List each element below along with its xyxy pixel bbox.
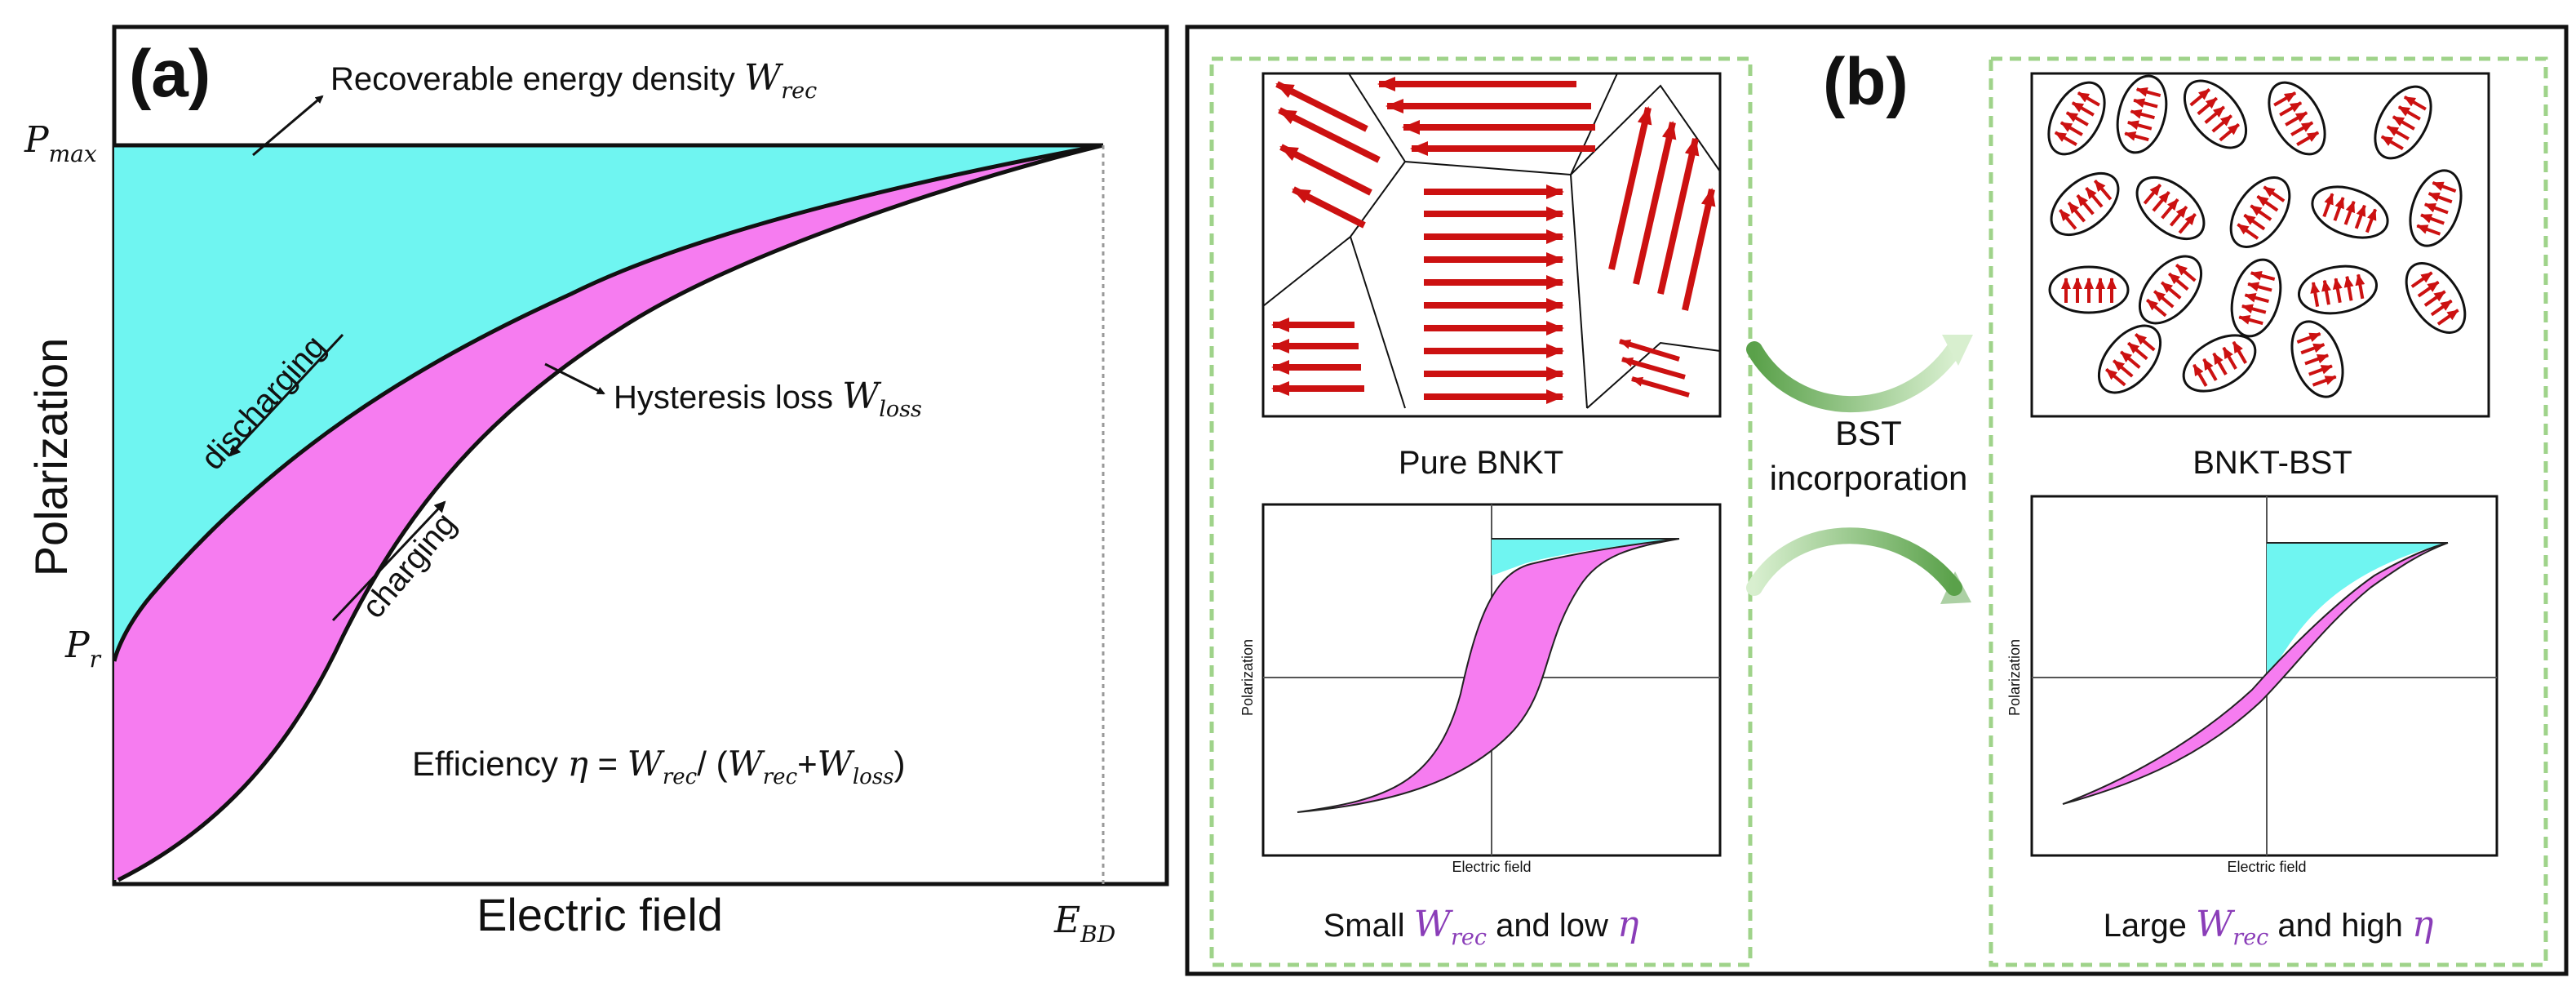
wloss-annotation: Hysteresis loss Wloss bbox=[614, 375, 922, 422]
panel-b-frame bbox=[1185, 24, 2569, 976]
polar-nanoregion bbox=[2409, 169, 2463, 247]
polar-nanoregion bbox=[2290, 320, 2344, 398]
discharging-arrow bbox=[228, 333, 344, 457]
left-caption: Small Wrec and low η bbox=[1323, 904, 1639, 950]
right-title: BNKT-BST bbox=[2192, 445, 2352, 481]
polar-nanoregion bbox=[2116, 74, 2168, 154]
domain-arrows bbox=[1271, 77, 1716, 404]
left-title: Pure BNKT bbox=[1399, 445, 1563, 481]
pmax-label: Pmax bbox=[24, 119, 97, 167]
charging-arrow bbox=[331, 500, 446, 622]
svg-text:Polarization: Polarization bbox=[1239, 639, 1256, 716]
right-caption: Large Wrec and high η bbox=[2104, 904, 2434, 950]
polar-nanoregion bbox=[2047, 81, 2106, 156]
polar-nanoregion bbox=[2050, 171, 2120, 237]
transition-label-line2: incorporation bbox=[1770, 459, 1968, 497]
y-axis-label: Polarization bbox=[25, 338, 77, 577]
polar-nanoregion bbox=[2405, 262, 2467, 334]
polar-nanoregion bbox=[2182, 334, 2257, 393]
right-dashed-box bbox=[1989, 56, 2548, 967]
polar-nanoregion bbox=[2374, 85, 2432, 160]
bnkt-hysteresis-inset: Polarization Electric field bbox=[1239, 503, 1722, 875]
transition-label-line1: BST bbox=[1835, 414, 1902, 452]
efficiency-formula: Efficiency η = Wrec/ (Wrec+Wloss) bbox=[412, 744, 906, 789]
svg-text:Polarization: Polarization bbox=[2006, 639, 2023, 716]
panel-a: (a) Polarization Electric field Pmax Pr … bbox=[24, 24, 1169, 948]
recoverable-energy-region bbox=[114, 145, 1103, 661]
polar-nanoregion bbox=[2138, 255, 2203, 325]
x-axis-label: Electric field bbox=[477, 889, 723, 940]
bnkt-bst-hysteresis-inset: Polarization Electric field bbox=[2006, 495, 2498, 875]
polar-nanoregion bbox=[2268, 81, 2326, 156]
polar-nanoregion bbox=[2135, 176, 2206, 241]
polar-nanoregion bbox=[2297, 264, 2379, 315]
polar-nanoregion bbox=[2311, 185, 2389, 239]
polar-nanoregion bbox=[2229, 176, 2291, 248]
wloss-pointer-arrow bbox=[544, 362, 605, 395]
panel-b: (b) bbox=[1185, 24, 2569, 976]
svg-text:Electric field: Electric field bbox=[1452, 859, 1531, 875]
wrec-pointer-arrow bbox=[252, 95, 324, 157]
transition-arrow-bottom bbox=[1746, 527, 1962, 596]
polar-nanoregion bbox=[2183, 79, 2248, 149]
charging-curve bbox=[117, 143, 1104, 882]
polar-nanoregion bbox=[2230, 258, 2282, 338]
panel-b-label: (b) bbox=[1823, 45, 1909, 119]
hysteresis-loss-region bbox=[114, 145, 1103, 880]
bnkt-domain-box bbox=[1261, 72, 1722, 418]
bnkt-bst-domain-box bbox=[2030, 72, 2490, 418]
ebd-label: EBD bbox=[1053, 900, 1115, 948]
polar-nanoregion bbox=[2048, 265, 2130, 314]
discharging-curve bbox=[112, 143, 1104, 662]
pr-label: Pr bbox=[64, 624, 102, 673]
polar-nanoregion bbox=[2097, 324, 2162, 394]
left-dashed-box bbox=[1209, 56, 1753, 967]
svg-text:Electric field: Electric field bbox=[2227, 859, 2306, 875]
transition-arrow-top bbox=[1746, 341, 1962, 413]
wrec-annotation: Recoverable energy density Wrec bbox=[330, 57, 817, 104]
panel-a-label: (a) bbox=[129, 37, 211, 111]
